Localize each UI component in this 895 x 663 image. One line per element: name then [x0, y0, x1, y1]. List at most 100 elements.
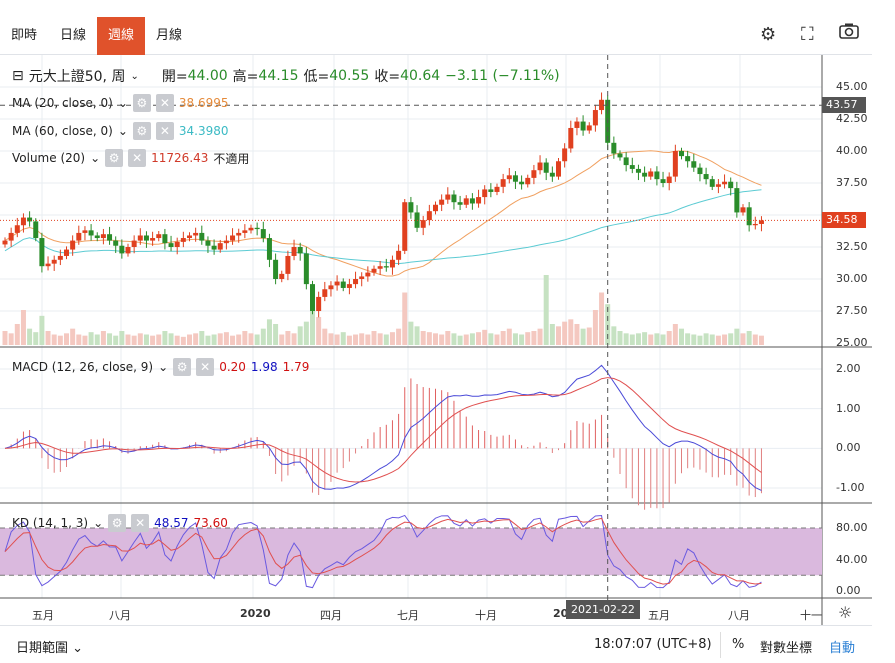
volume-bar [580, 328, 586, 345]
candle-body [168, 243, 174, 247]
candle-body [279, 273, 285, 279]
volume-bar [328, 333, 334, 345]
macd-signal-value: 1.79 [282, 360, 310, 374]
macd-value: 1.98 [250, 360, 278, 374]
log-scale-toggle[interactable]: 對數坐標 [760, 641, 813, 656]
gear-icon[interactable]: ⚙ [105, 149, 124, 167]
volume-bar [162, 331, 168, 345]
volume-bar [353, 334, 359, 345]
candle-body [734, 188, 740, 213]
candle-body [722, 181, 728, 185]
candle-body [709, 179, 715, 187]
gear-icon[interactable]: ⚙ [108, 514, 127, 532]
axis-settings-icon[interactable]: ☼ [838, 603, 853, 622]
close-icon[interactable]: ✕ [196, 358, 215, 376]
candle-body [635, 168, 641, 173]
volume-bar [365, 334, 371, 345]
macd-tick-label: 0.00 [836, 441, 861, 455]
candle-body [303, 253, 309, 285]
tab-realtime[interactable]: 即時 [11, 28, 38, 43]
gear-icon[interactable]: ⚙ [132, 94, 151, 112]
candle-body [746, 207, 752, 226]
tab-monthly[interactable]: 月線 [156, 28, 183, 43]
collapse-icon[interactable]: ⊟ [12, 68, 24, 84]
tab-daily[interactable]: 日線 [60, 28, 87, 43]
volume-bar [107, 333, 113, 345]
volume-label[interactable]: Volume (20) [12, 151, 86, 165]
price-tick-label: 27.50 [836, 304, 868, 317]
candle-body [260, 229, 266, 239]
kd-label[interactable]: KD (14, 1, 3) [12, 516, 89, 530]
candle-body [230, 235, 236, 241]
volume-bar [586, 327, 592, 345]
candle-body [629, 165, 635, 169]
volume-bar [70, 328, 76, 345]
volume-bar [488, 333, 494, 345]
volume-bar [156, 334, 162, 345]
volume-bar [193, 333, 199, 345]
fullscreen-icon[interactable]: ⛶ [801, 24, 814, 45]
close-icon[interactable]: ✕ [131, 514, 150, 532]
volume-bar [623, 333, 629, 345]
volume-bar [371, 331, 377, 345]
ma60-label[interactable]: MA (60, close, 0) [12, 124, 113, 138]
candle-body [506, 175, 512, 180]
candle-body [586, 125, 592, 131]
volume-bar [119, 331, 125, 345]
candle-body [482, 189, 488, 198]
candle-body [285, 255, 291, 274]
gear-icon[interactable]: ⚙ [173, 358, 192, 376]
volume-extra: 不適用 [213, 151, 250, 166]
volume-bar [2, 331, 8, 345]
volume-bar [389, 332, 395, 345]
camera-icon[interactable] [838, 22, 860, 45]
volume-bar [359, 333, 365, 345]
volume-bar [512, 333, 518, 345]
volume-bar [113, 335, 119, 345]
date-range-button[interactable]: 日期範圍 ⌄ [16, 641, 84, 656]
ma20-line [4, 150, 762, 277]
volume-bar [537, 328, 543, 345]
candle-body [57, 255, 63, 260]
kd-tick-label: 80.00 [836, 521, 868, 534]
ma20-value: 38.6995 [178, 96, 229, 110]
candle-body [14, 225, 20, 233]
volume-bar [543, 275, 549, 345]
volume-bar [322, 328, 328, 345]
close-icon[interactable]: ✕ [155, 122, 174, 140]
ma20-label[interactable]: MA (20, close, 0) [12, 96, 113, 110]
symbol-title[interactable]: 元大上證50, 周 [28, 69, 126, 85]
volume-bar [433, 333, 438, 345]
volume-bar [605, 304, 611, 345]
volume-bar [383, 334, 389, 345]
tab-weekly[interactable]: 週線 [97, 17, 146, 55]
bottom-bar: 日期範圍 ⌄ 18:07:07 (UTC+8) % 對數坐標 自動 [0, 625, 872, 663]
candle-body [322, 289, 328, 297]
volume-bar [531, 331, 537, 345]
close-icon[interactable]: ✕ [155, 94, 174, 112]
price-chart[interactable] [0, 55, 872, 625]
high-value: 44.15 [258, 68, 299, 84]
macd-label[interactable]: MACD (12, 26, close, 9) [12, 360, 154, 374]
candle-body [273, 259, 279, 279]
candle-body [543, 162, 549, 173]
percent-toggle[interactable]: % [732, 637, 745, 652]
volume-legend: Volume (20) ⌄ ⚙ ✕ 11726.43 不適用 [12, 149, 250, 167]
candle-body [672, 151, 678, 177]
gear-icon[interactable]: ⚙ [760, 24, 777, 45]
signal-line [4, 377, 762, 483]
volume-bar [506, 328, 512, 345]
auto-scale-toggle[interactable]: 自動 [829, 641, 856, 656]
candle-body [328, 285, 334, 290]
macd-tick-label: -1.00 [836, 481, 865, 494]
volume-bar [39, 315, 45, 345]
volume-bar [100, 331, 106, 345]
volume-bar [715, 335, 721, 345]
kd-tick-label: 0.00 [836, 584, 861, 597]
close-icon[interactable]: ✕ [128, 149, 147, 167]
macd-line [4, 364, 762, 491]
volume-bar [180, 336, 186, 345]
price-tick-label: 42.50 [836, 112, 868, 125]
candle-body [574, 121, 580, 128]
gear-icon[interactable]: ⚙ [132, 122, 151, 140]
